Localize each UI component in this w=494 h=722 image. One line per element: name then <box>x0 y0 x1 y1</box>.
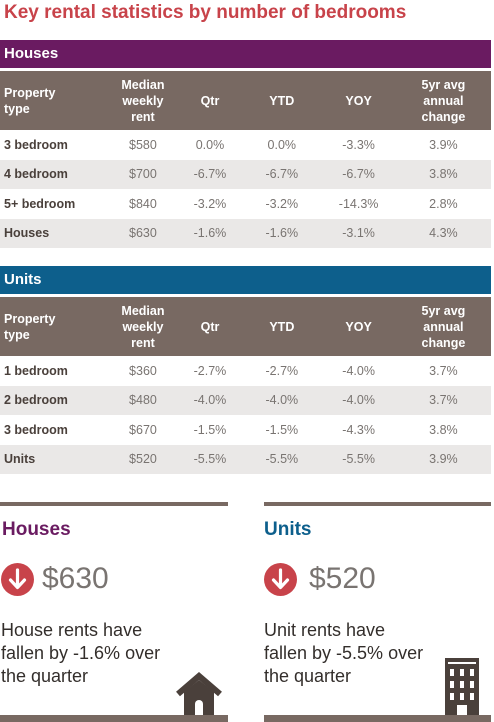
col-qtr: Qtr <box>200 93 220 108</box>
col-yoy: YOY <box>345 93 372 108</box>
units-summary-amount: $520 <box>309 562 376 595</box>
col-ytd: YTD <box>269 93 295 108</box>
col-ytd: YTD <box>269 319 295 334</box>
col-yoy: YOY <box>345 319 372 334</box>
units-table: Property type Median weekly rent Qtr YTD YO… <box>0 297 491 474</box>
table-row: 2 bedroom $480 -4.0% -4.0% -4.0% 3.7% <box>0 385 491 415</box>
table-row: 4 bedroom $700 -6.7% -6.7% -6.7% 3.8% <box>0 159 491 189</box>
page-title: Key rental statistics by number of bedro… <box>4 2 407 23</box>
houses-summary-divider <box>0 502 228 506</box>
units-summary-description: Unit rents have fallen by -5.5% over the… <box>264 620 424 686</box>
table-row: 1 bedroom $360 -2.7% -2.7% -4.0% 3.7% <box>0 356 491 386</box>
houses-summary-description: House rents have fallen by -1.6% over th… <box>1 620 161 686</box>
table-header-row: Property type Median weekly rent Qtr YTD YO… <box>0 297 491 356</box>
col-property-type: Property type <box>4 311 56 342</box>
houses-table: Property type Median weekly rent Qtr YTD YO… <box>0 71 491 248</box>
house-icon <box>176 672 222 716</box>
col-median-rent: Median weekly rent <box>121 303 165 350</box>
col-5yr-avg: 5yr avg annual change <box>421 77 466 124</box>
houses-section-heading: Houses <box>0 40 491 68</box>
table-row: Houses $630 -1.6% -1.6% -3.1% 4.3% <box>0 218 491 248</box>
down-arrow-icon <box>264 563 297 596</box>
col-median-rent: Median weekly rent <box>121 77 165 124</box>
table-row: 3 bedroom $580 0.0% 0.0% -3.3% 3.9% <box>0 130 491 160</box>
col-property-type: Property type <box>4 85 56 116</box>
col-5yr-avg: 5yr avg annual change <box>421 303 466 350</box>
houses-summary-base <box>0 715 228 722</box>
units-summary-title: Units <box>264 519 312 540</box>
houses-summary-amount: $630 <box>42 562 109 595</box>
table-row: Units $520 -5.5% -5.5% -5.5% 3.9% <box>0 444 491 474</box>
units-summary-divider <box>264 502 491 506</box>
units-summary-base <box>264 715 491 722</box>
units-section-heading: Units <box>0 266 491 294</box>
table-row: 3 bedroom $670 -1.5% -1.5% -4.3% 3.8% <box>0 415 491 445</box>
table-header-row: Property type Median weekly rent Qtr YTD YO… <box>0 71 491 130</box>
down-arrow-icon <box>1 563 34 596</box>
building-icon <box>445 658 479 718</box>
houses-summary-title: Houses <box>2 519 71 540</box>
table-row: 5+ bedroom $840 -3.2% -3.2% -14.3% 2.8% <box>0 189 491 219</box>
col-qtr: Qtr <box>200 319 220 334</box>
